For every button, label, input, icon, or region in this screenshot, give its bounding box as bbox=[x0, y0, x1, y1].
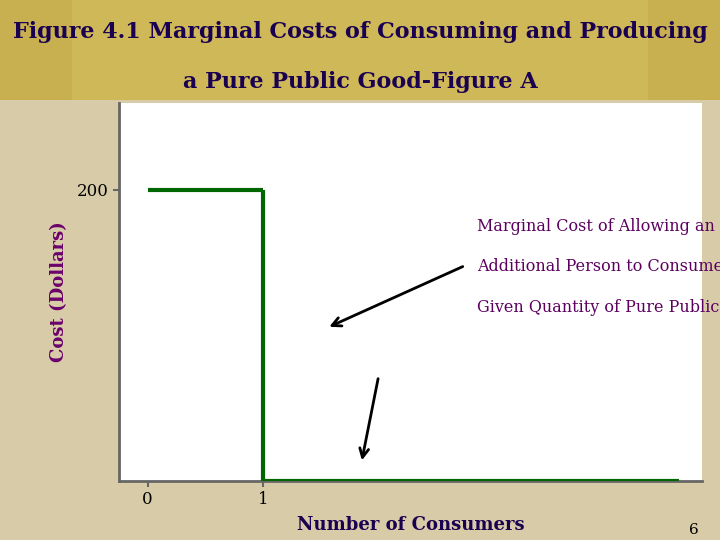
Text: Additional Person to Consume a: Additional Person to Consume a bbox=[477, 258, 720, 275]
Text: Figure 4.1 Marginal Costs of Consuming and Producing: Figure 4.1 Marginal Costs of Consuming a… bbox=[13, 21, 707, 43]
X-axis label: Number of Consumers: Number of Consumers bbox=[297, 516, 524, 535]
Text: a Pure Public Good-Figure A: a Pure Public Good-Figure A bbox=[183, 71, 537, 93]
Text: Marginal Cost of Allowing an: Marginal Cost of Allowing an bbox=[477, 218, 715, 235]
Bar bbox=[72, 0, 648, 100]
Text: 6: 6 bbox=[688, 523, 698, 537]
Text: Given Quantity of Pure Public Good: Given Quantity of Pure Public Good bbox=[477, 299, 720, 316]
Y-axis label: Cost (Dollars): Cost (Dollars) bbox=[50, 221, 68, 362]
